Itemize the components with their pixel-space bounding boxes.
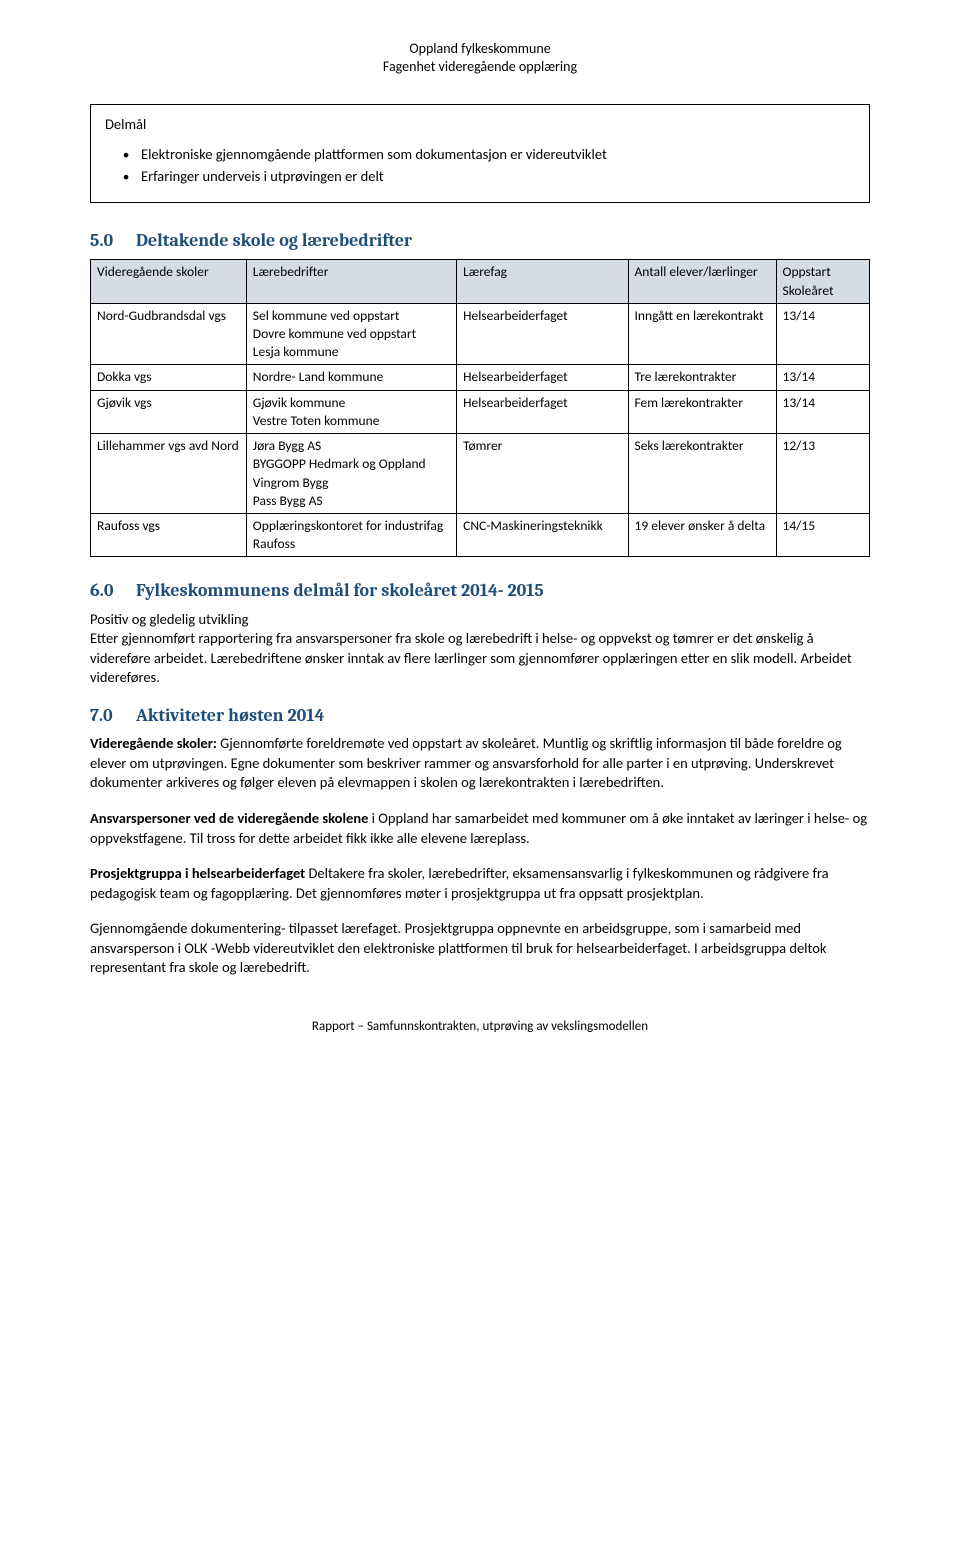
cell-fag: CNC-Maskineringsteknikk [457,513,628,556]
cell-school: Gjøvik vgs [91,390,247,433]
cell-school: Raufoss vgs [91,513,247,556]
cell-antal: Fem lærekontrakter [628,390,776,433]
section-7-title: Aktiviteter høsten 2014 [136,705,324,726]
cell-antal: Seks lærekontrakter [628,434,776,514]
col-header: Videregående skoler [91,260,247,303]
table-row: Lillehammer vgs avd NordJøra Bygg ASBYGG… [91,434,870,514]
delmal-box: Delmål Elektroniske gjennomgående plattf… [90,104,870,203]
cell-bedrifter: Gjøvik kommuneVestre Toten kommune [246,390,456,433]
cell-bedrifter: Nordre- Land kommune [246,365,456,390]
section-7-p3: Prosjektgruppa i helsearbeiderfaget Delt… [90,864,870,903]
cell-fag: Helsearbeiderfaget [457,365,628,390]
section-6-title: Fylkeskommunens delmål for skoleåret 201… [136,580,544,601]
header-line-1: Oppland fylkeskommune [90,40,870,58]
p3-lead: Prosjektgruppa i helsearbeiderfaget [90,864,305,882]
p2-lead: Ansvarspersoner ved de videregående skol… [90,809,368,827]
cell-school: Dokka vgs [91,365,247,390]
delmal-item: Erfaringer underveis i utprøvingen er de… [123,167,855,187]
section-5-num: 5.0 [90,229,132,253]
header-line-2: Fagenhet videregående opplæring [90,58,870,76]
section-6-body: Positiv og gledelig utvikling Etter gjen… [90,610,870,688]
cell-antal: Tre lærekontrakter [628,365,776,390]
cell-year: 13/14 [776,390,870,433]
section-6-p2: Etter gjennomført rapportering fra ansva… [90,629,870,688]
cell-school: Nord-Gudbrandsdal vgs [91,303,247,365]
p1-lead: Videregående skoler: [90,734,217,752]
col-header: Antall elever/lærlinger [628,260,776,303]
table-row: Nord-Gudbrandsdal vgsSel kommune ved opp… [91,303,870,365]
cell-antal: 19 elever ønsker å delta [628,513,776,556]
table-row: Dokka vgsNordre- Land kommuneHelsearbeid… [91,365,870,390]
col-header: Lærebedrifter [246,260,456,303]
participants-table: Videregående skoler Lærebedrifter Lærefa… [90,259,870,557]
cell-bedrifter: Jøra Bygg ASBYGGOPP Hedmark og OpplandVi… [246,434,456,514]
section-7-p1: Videregående skoler: Gjennomførte foreld… [90,734,870,793]
cell-year: 12/13 [776,434,870,514]
table-row: Gjøvik vgsGjøvik kommuneVestre Toten kom… [91,390,870,433]
page-header: Oppland fylkeskommune Fagenhet videregåe… [90,40,870,76]
section-7-p4: Gjennomgående dokumentering- tilpasset l… [90,919,870,978]
delmal-title: Delmål [105,115,855,135]
cell-antal: Inngått en lærekontrakt [628,303,776,365]
cell-year: 13/14 [776,303,870,365]
table-row: Raufoss vgsOpplæringskontoret for indust… [91,513,870,556]
col-header: Lærefag [457,260,628,303]
section-6-p1: Positiv og gledelig utvikling [90,610,870,630]
section-5-heading: 5.0 Deltakende skole og lærebedrifter [90,229,870,253]
p4-text: Gjennomgående dokumentering- tilpasset l… [90,919,870,978]
cell-fag: Helsearbeiderfaget [457,390,628,433]
cell-bedrifter: Sel kommune ved oppstartDovre kommune ve… [246,303,456,365]
cell-fag: Helsearbeiderfaget [457,303,628,365]
section-6-num: 6.0 [90,579,132,603]
section-5-title: Deltakende skole og lærebedrifter [136,230,412,251]
section-7-p2: Ansvarspersoner ved de videregående skol… [90,809,870,848]
page-footer: Rapport – Samfunnskontrakten, utprøving … [90,1018,870,1036]
cell-year: 13/14 [776,365,870,390]
section-7-heading: 7.0 Aktiviteter høsten 2014 [90,704,870,728]
delmal-list: Elektroniske gjennomgående plattformen s… [105,145,855,186]
cell-fag: Tømrer [457,434,628,514]
section-6-heading: 6.0 Fylkeskommunens delmål for skoleåret… [90,579,870,603]
table-header-row: Videregående skoler Lærebedrifter Lærefa… [91,260,870,303]
section-7-num: 7.0 [90,704,132,728]
col-header: Oppstart Skoleåret [776,260,870,303]
delmal-item: Elektroniske gjennomgående plattformen s… [123,145,855,165]
cell-school: Lillehammer vgs avd Nord [91,434,247,514]
cell-year: 14/15 [776,513,870,556]
cell-bedrifter: Opplæringskontoret for industrifag Raufo… [246,513,456,556]
